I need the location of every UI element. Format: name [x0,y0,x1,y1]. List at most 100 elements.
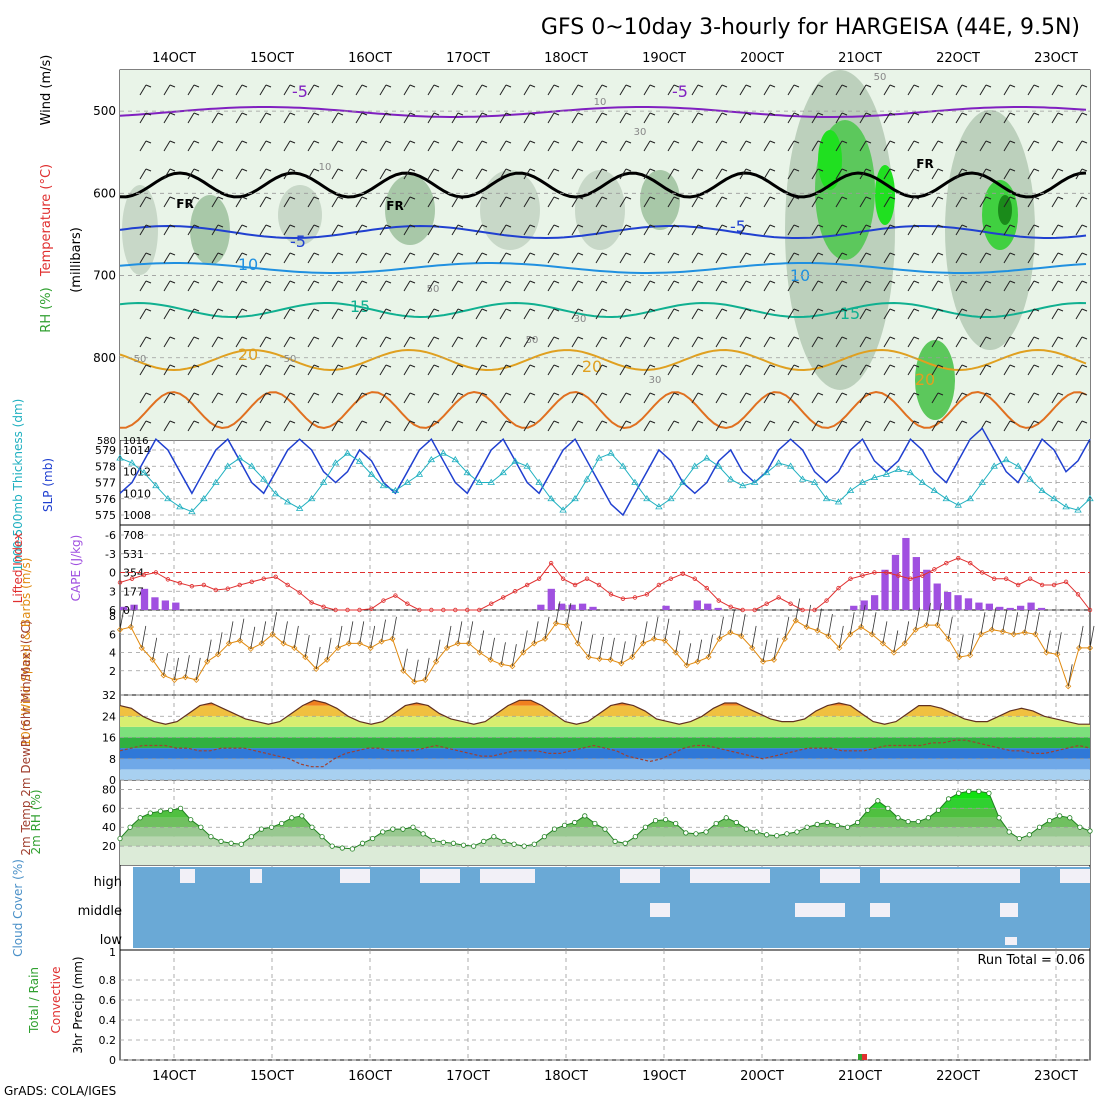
rh-point [329,843,335,849]
wind-barb [859,168,872,180]
wind-barb [643,196,656,208]
wind-barb [955,392,968,404]
wind-barb [595,392,608,404]
dewpoint-line [119,739,1091,768]
wind-barb [979,168,992,180]
rh-point [582,813,588,819]
wind-barb [811,280,824,292]
cape-bar [547,588,555,610]
wind-barb [187,392,200,404]
wind-barb [139,224,152,236]
wind-speed-point [901,640,908,647]
wind-barb [259,392,272,404]
wind-barb [979,84,992,96]
wind-barb [893,630,899,653]
thickness-point [295,504,304,511]
x-tick-bottom: 14OCT [152,1069,196,1084]
wind-barb [811,112,824,124]
li-point [177,580,183,586]
y-tick: 4 [109,647,116,660]
li-line [119,557,1091,611]
li-point [632,595,638,600]
wind-barb [1003,112,1016,124]
y-tick: 20 [102,840,116,853]
li-point [1075,592,1081,597]
x-tick-bottom: 20OCT [740,1069,784,1084]
cape-bar [578,603,587,610]
wind-barb [835,140,848,152]
wind-barb [523,168,536,180]
wind-barb [235,112,248,124]
thickness-point [236,454,244,461]
y-tick: 1 [109,946,116,959]
wind-barb [163,420,176,432]
wind-barb [859,84,872,96]
li-point [944,560,949,566]
wind-speed-point [400,667,407,674]
wind-speed-point [443,644,451,652]
wind-barb [403,140,416,152]
wind-barb [904,621,910,644]
wind-barb [715,140,728,152]
wind-barb [475,308,488,320]
wind-speed-point [389,635,396,642]
rh-point [400,826,406,832]
wind-barb [307,168,320,180]
wind-speed-point [923,622,930,629]
contour-label: 20 [582,357,602,376]
wind-speed-point [225,640,233,647]
thickness-point [834,498,843,505]
wind-barb [955,364,968,376]
li-point [285,582,290,588]
rh-area [818,130,842,190]
wind-barb [1013,612,1019,635]
wind-barb [739,224,752,236]
wind-barb [1056,632,1062,655]
wind-speed-point [149,656,156,663]
wind-barb [715,168,728,180]
wind-barb [1051,196,1064,208]
wind-barb [571,112,584,124]
wind-barb [643,420,656,432]
wind-barb [139,336,152,348]
run-total-label: Run Total = 0.06 [977,953,1085,968]
wind-barb [595,196,608,208]
wind-barb [379,252,392,264]
wind-speed-point [956,653,963,661]
temperature-band [120,748,1090,759]
li-point [1051,582,1057,588]
wind-barb [697,639,703,662]
wind-barb [849,612,855,635]
cloud-row-label: low [100,933,123,948]
cape-bar [704,603,712,610]
rh-area [998,195,1012,225]
li-point [752,607,757,613]
wind-barb [235,168,248,180]
rh-band [120,836,1090,847]
wind-barb [187,84,200,96]
rh-point [218,838,224,844]
wind-barb [1027,336,1040,348]
li-point [704,585,709,591]
rh-label: 50 [427,284,440,295]
thickness-point [750,478,759,485]
li-point [596,582,602,588]
wind-barb [835,364,848,376]
contour-label: FR [176,197,193,211]
wind-barb [547,392,560,404]
wind-speed-point [422,676,429,683]
wind-barb [139,196,152,208]
wind-barb [811,392,824,404]
thickness-point [248,462,256,469]
wind-barb [307,308,320,320]
rh-point [855,819,861,826]
wind-barb [544,616,550,639]
wind-barb [499,364,512,376]
wind-barb [979,280,992,292]
temperature-line [119,699,1090,725]
y-tick: 3 [109,585,116,598]
wind-barb [523,392,536,404]
wind-speed-point [825,633,832,640]
wind-barb [931,140,944,152]
wind-barb [931,224,944,236]
